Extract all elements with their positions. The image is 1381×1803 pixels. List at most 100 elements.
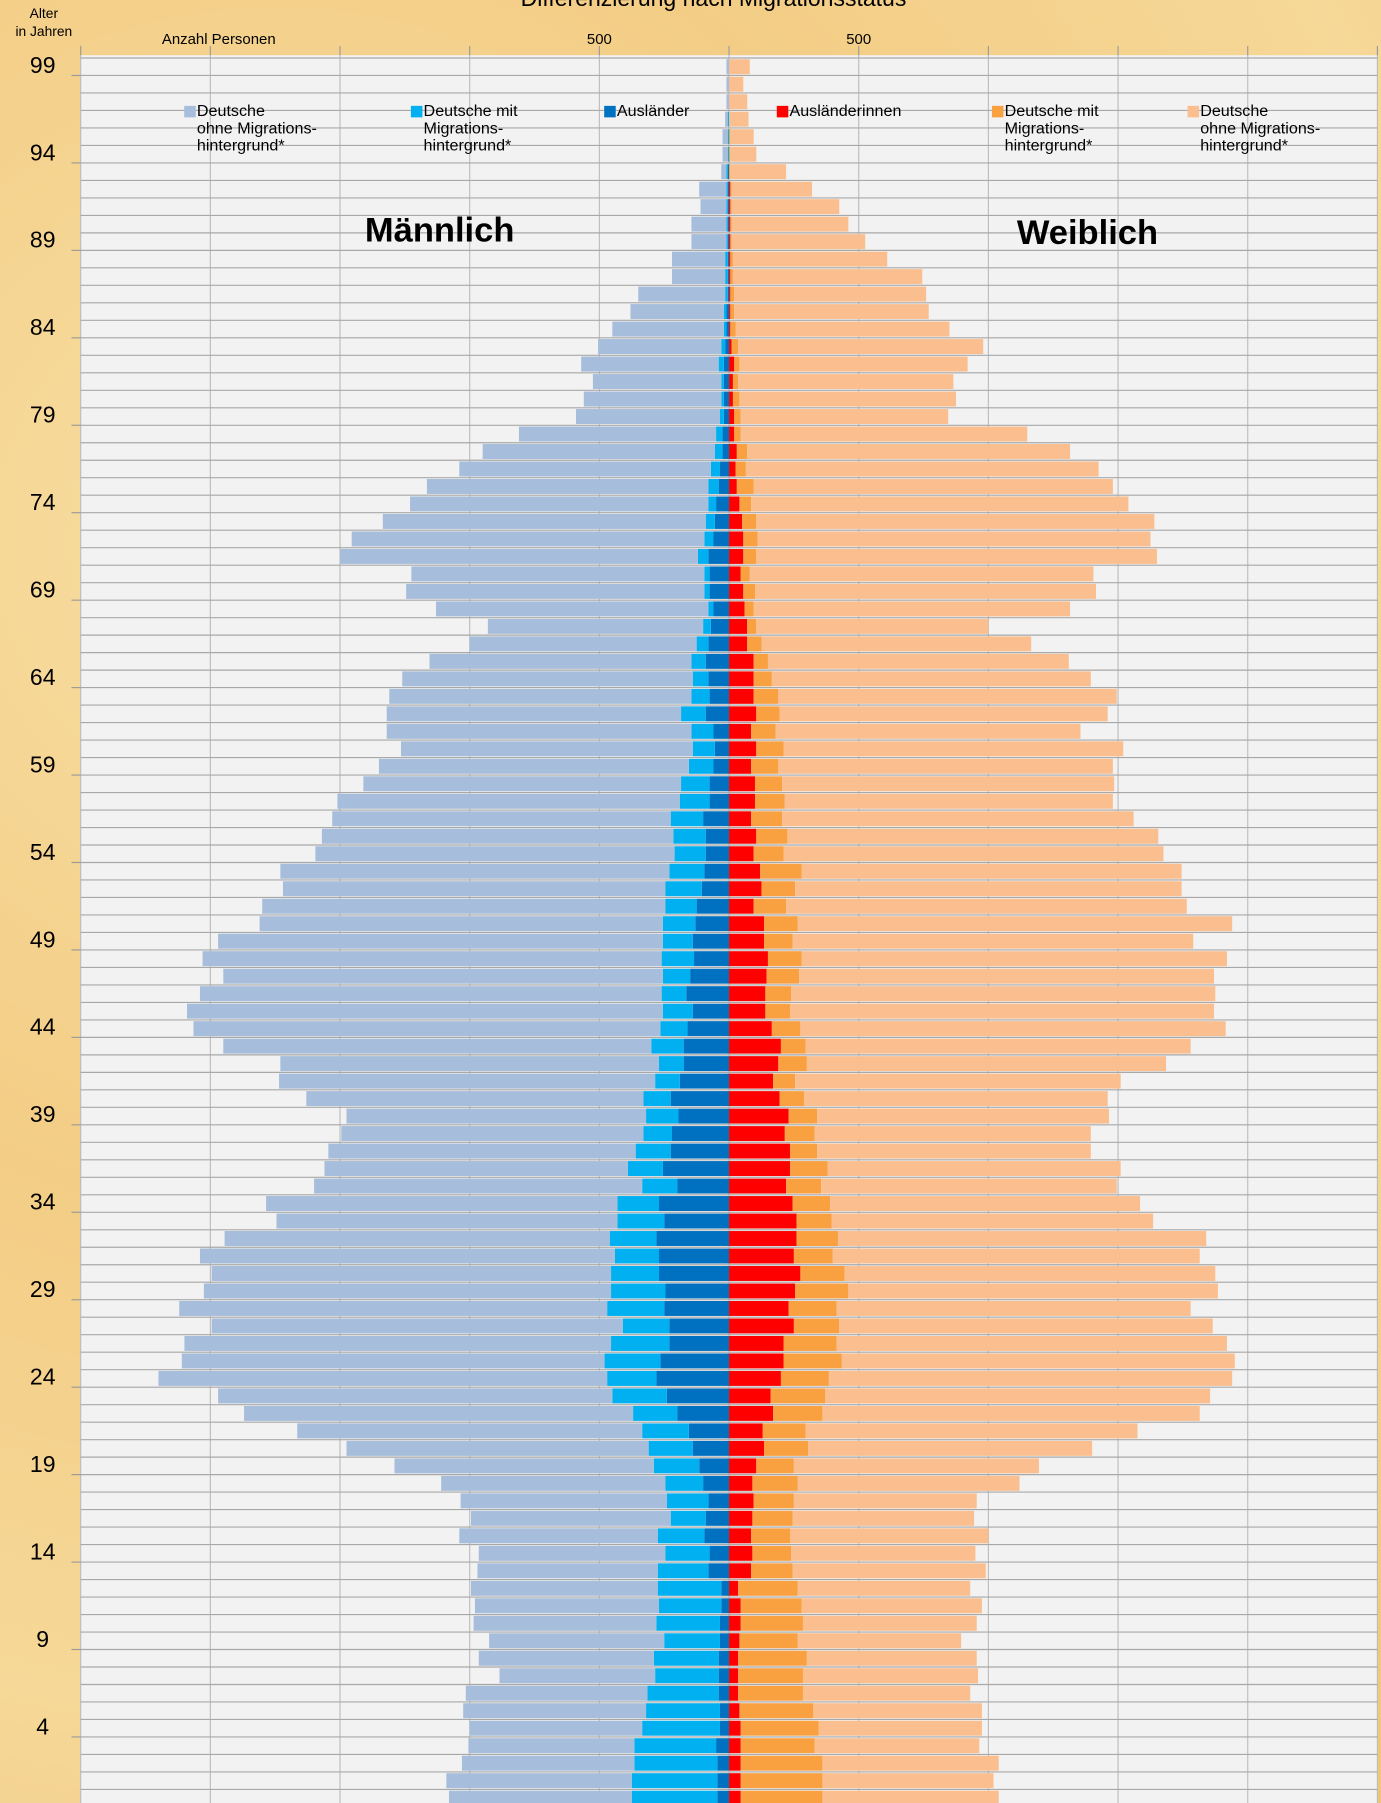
bar — [731, 199, 840, 215]
bar — [729, 146, 731, 162]
bar — [635, 1143, 671, 1159]
bar — [704, 863, 730, 879]
bar — [657, 1563, 709, 1579]
bar — [778, 758, 1113, 774]
bar — [754, 583, 1097, 599]
bar — [780, 1370, 829, 1386]
bar — [690, 968, 730, 984]
bar — [726, 321, 730, 337]
bar — [753, 478, 1113, 494]
x-tick-label: 500 — [587, 31, 612, 48]
bar — [771, 1021, 801, 1037]
bar — [804, 1091, 1108, 1107]
bar — [703, 1475, 730, 1491]
y-tick-label: 9 — [36, 1626, 49, 1652]
bar — [729, 1755, 741, 1771]
bar — [730, 199, 732, 215]
bar — [730, 129, 754, 145]
bar — [730, 304, 735, 320]
bar — [677, 1178, 730, 1194]
bar — [604, 1353, 661, 1369]
bar — [765, 986, 792, 1002]
bar — [701, 881, 730, 897]
bar — [478, 1545, 666, 1561]
bar — [725, 111, 728, 127]
bar — [660, 1353, 730, 1369]
bar — [734, 356, 740, 372]
bar — [730, 321, 736, 337]
bar — [727, 146, 730, 162]
bar — [662, 1161, 730, 1177]
bar — [726, 181, 728, 197]
bar — [729, 1528, 752, 1544]
bar — [705, 846, 730, 862]
bar — [740, 409, 949, 424]
bar — [729, 1685, 739, 1701]
bar — [740, 566, 750, 582]
bar — [315, 846, 675, 862]
bar — [729, 1493, 754, 1509]
bar — [817, 1108, 1109, 1124]
bar — [630, 304, 724, 320]
bar — [817, 1143, 1091, 1159]
bar — [756, 548, 1157, 564]
bar — [633, 1405, 678, 1421]
bar — [199, 986, 662, 1002]
bar — [617, 1213, 665, 1229]
bar — [721, 164, 727, 180]
legend-entry: Deutsche ohne Migrations- hintergrund* — [1200, 102, 1320, 153]
bar — [753, 688, 779, 704]
bar — [729, 1790, 741, 1803]
bar — [719, 1615, 730, 1631]
bar — [756, 828, 788, 844]
bar — [740, 1720, 819, 1736]
bar — [714, 741, 730, 757]
bar — [729, 461, 736, 477]
bar — [802, 1668, 979, 1684]
bar — [729, 444, 737, 459]
bar — [703, 618, 711, 634]
bar — [764, 933, 793, 949]
bar — [609, 1231, 657, 1246]
bar — [788, 1300, 837, 1316]
y-tick-label: 69 — [30, 576, 56, 602]
bar — [736, 444, 748, 459]
bar — [723, 374, 730, 390]
bar — [659, 1248, 730, 1264]
bar — [727, 269, 730, 285]
bar — [729, 111, 749, 127]
bar — [659, 1056, 684, 1072]
bar — [692, 741, 715, 757]
bar — [709, 793, 730, 809]
bar — [435, 601, 709, 617]
bar — [429, 653, 692, 669]
bar — [203, 1283, 612, 1299]
legend-label: Ausländer — [616, 102, 690, 120]
bar — [782, 811, 1134, 827]
bar — [730, 164, 787, 180]
bar — [721, 391, 724, 407]
y-tick-label: 99 — [30, 52, 56, 78]
bar — [691, 688, 710, 704]
bar — [729, 164, 731, 180]
bar — [729, 199, 731, 215]
bar — [713, 601, 730, 617]
bar — [805, 1423, 1138, 1439]
bar — [740, 1790, 823, 1803]
bar — [732, 251, 888, 267]
bar — [801, 951, 1227, 967]
bar — [754, 776, 783, 792]
bar — [709, 776, 730, 792]
bar — [259, 916, 663, 932]
bar — [662, 1003, 693, 1019]
bar — [446, 1773, 632, 1789]
bar — [795, 1073, 1121, 1089]
bar — [465, 1685, 648, 1701]
legend-label: Ausländerinnen — [789, 102, 902, 120]
bar — [691, 216, 727, 232]
bar — [607, 1370, 657, 1386]
bar — [729, 1231, 797, 1246]
bar — [266, 1196, 618, 1212]
bar — [729, 548, 744, 564]
bar — [721, 1598, 730, 1614]
